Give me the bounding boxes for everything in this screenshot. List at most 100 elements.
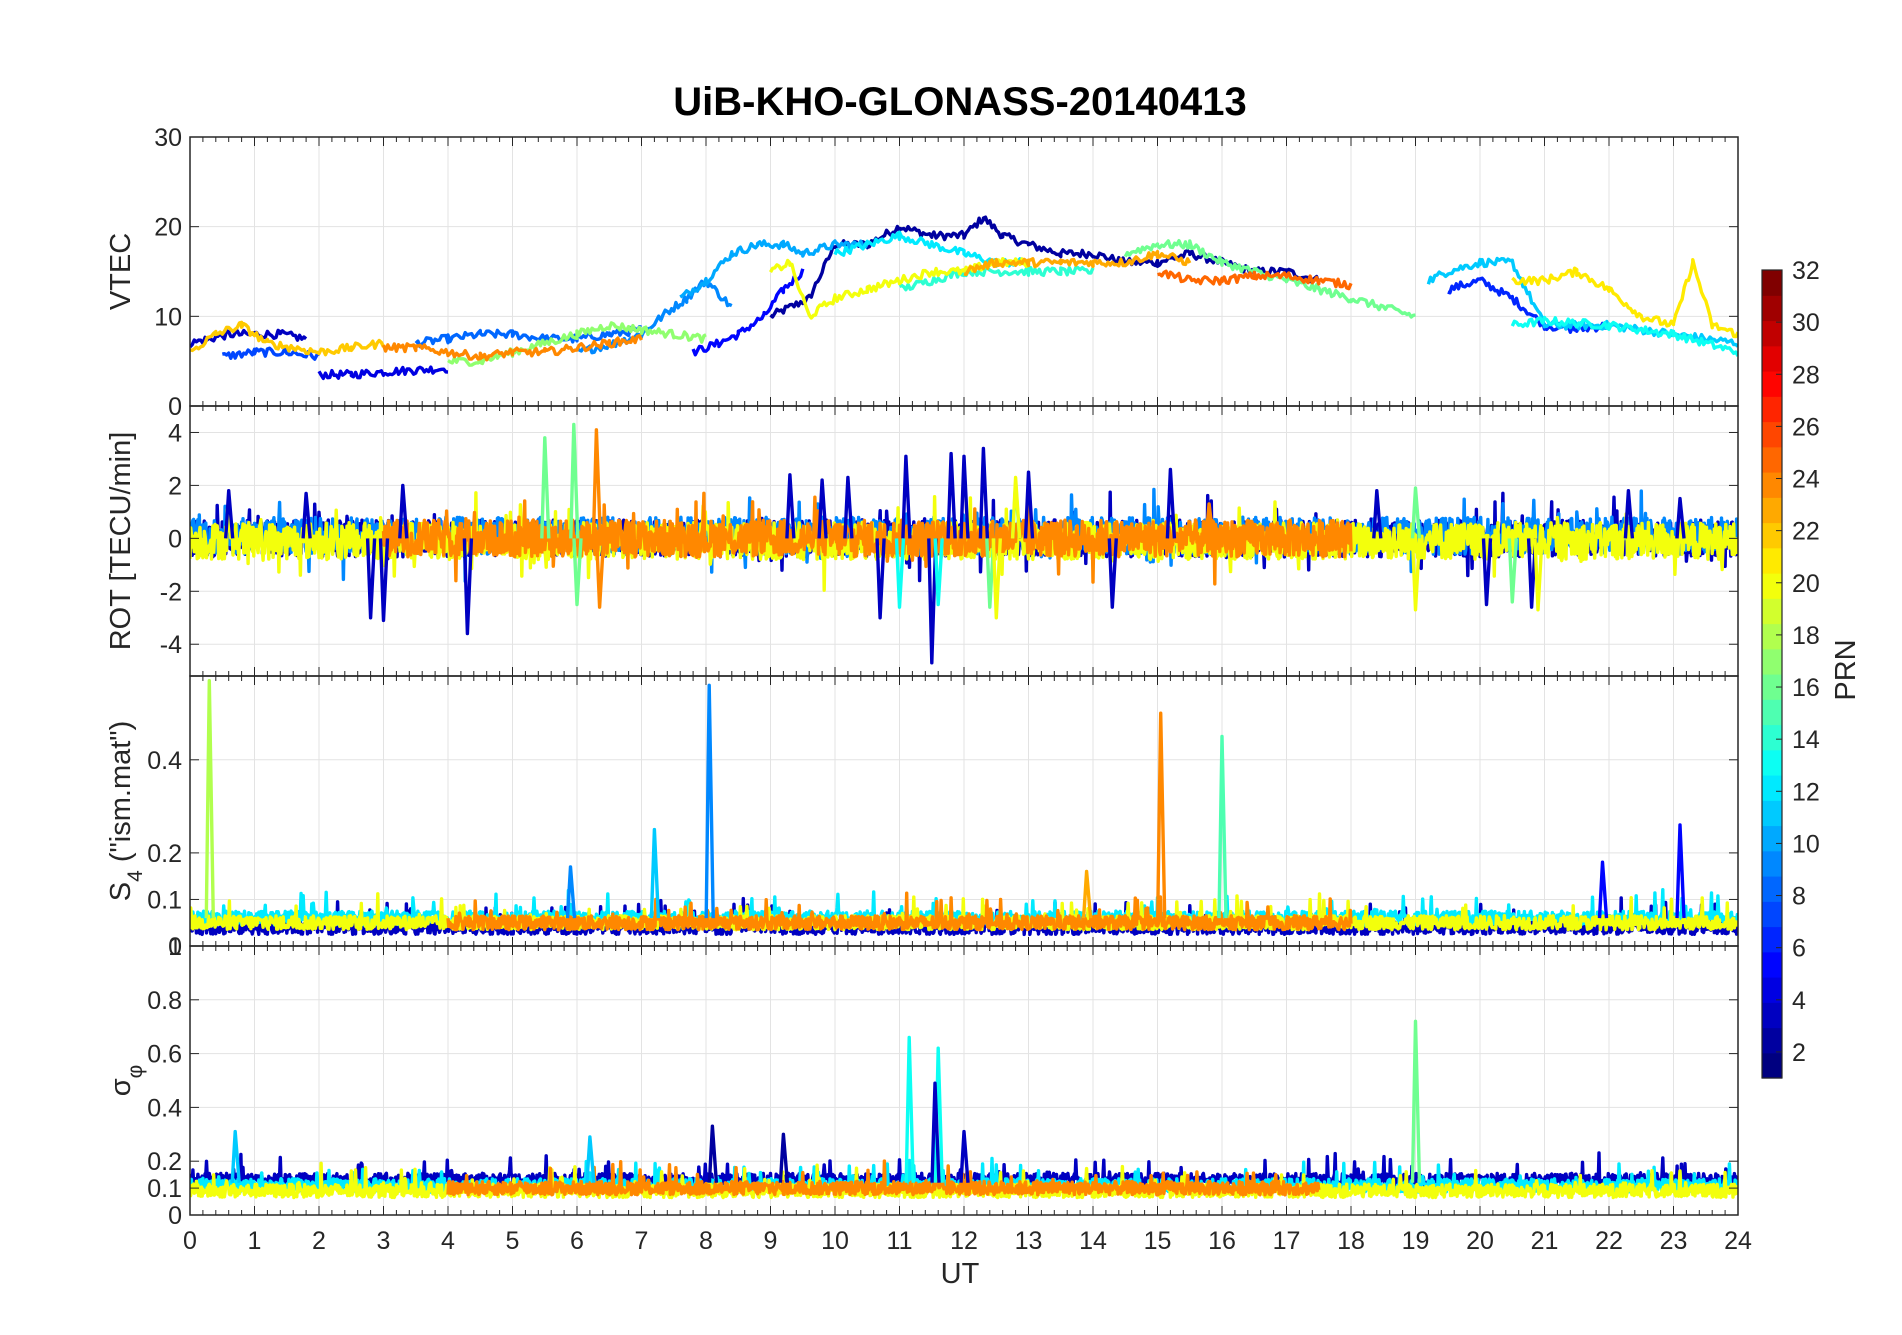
spike-prn-16 [540,436,551,539]
spike-prn-13 [933,538,944,607]
series-line-prn-7 [221,346,320,361]
colorbar-swatch-4 [1762,977,1782,1003]
y-tick-label: 0.4 [147,1094,182,1122]
colorbar-swatch-10 [1762,825,1782,852]
spike-prn-3 [1107,538,1118,609]
colorbar-swatch-21 [1762,547,1782,574]
colorbar-swatch-11 [1762,800,1782,827]
y-tick-label: 0.8 [147,987,182,1015]
spike-prn-3 [959,1129,970,1183]
x-tick-label: 2 [312,1227,326,1255]
spike-prn-3 [817,478,828,539]
colorbar-swatch-29 [1762,345,1782,372]
spike-prn-20 [991,538,1002,620]
plot-area-s4 [190,679,1738,937]
series-line-prn-13 [1510,315,1738,357]
plot-area-sigma_phi [190,1019,1738,1200]
series-line-prn-14 [898,265,1095,292]
series-line-prn-16 [1123,239,1416,319]
x-tick-label: 7 [635,1227,649,1255]
colorbar-swatch-3 [1762,1002,1782,1029]
spike-prn-16 [1507,538,1518,604]
y-tick-label: 0.1 [147,886,182,914]
y-tick-label: 0.4 [147,747,182,775]
colorbar-swatch-5 [1762,951,1782,978]
series-line-prn-24 [381,334,644,362]
y-label-rest: ("ism.mat") [105,721,137,870]
panel-rot: -4 -2 0 2 4 ROT [TECU/min] [105,405,1739,677]
colorbar-swatch-14 [1762,724,1782,751]
spike-prn-3 [224,489,235,539]
series-line-prn-24 [381,491,1353,586]
x-tick-label: 17 [1273,1227,1301,1255]
spike-prn-3 [875,538,886,620]
x-axis-label: UT [941,1258,980,1290]
colorbar-swatch-2 [1762,1027,1782,1054]
plot-area-rot [190,422,1738,665]
y-axis-label-vtec: VTEC [105,233,137,310]
x-tick-label: 1 [248,1227,262,1255]
colorbar-swatch-7 [1762,901,1782,928]
colorbar-tick-label: 6 [1792,935,1806,963]
colorbar-swatch-23 [1762,497,1782,524]
y-axis-label-s4: S4 ("ism.mat") [105,721,147,902]
colorbar-swatch-13 [1762,749,1782,776]
x-tick-label: 16 [1208,1227,1236,1255]
colorbar-tick-label: 4 [1792,987,1806,1015]
colorbar-tick-label: 12 [1792,778,1820,806]
colorbar-swatch-19 [1762,598,1782,625]
colorbar-tick-label: 10 [1792,830,1820,858]
y-tick-label: -2 [160,578,182,606]
x-tick-label: 9 [764,1227,778,1255]
spike-prn-3 [301,491,312,539]
spike-prn-5 [1597,860,1609,919]
spike-prn-3 [1165,467,1177,539]
y-tick-label: 0 [168,393,182,421]
colorbar-swatch-20 [1762,573,1782,599]
colorbar-tick-label: 16 [1792,674,1820,702]
series-line-prn-24 [446,891,1353,932]
spike-prn-3 [398,483,409,539]
spike-prn-3 [946,451,957,539]
spike-prn-16 [1410,1019,1422,1183]
colorbar-tick-label: 32 [1792,257,1820,285]
colorbar-swatch-6 [1762,926,1782,953]
colorbar-tick-label: 20 [1792,570,1820,598]
spike-prn-3 [978,446,990,539]
colorbar-swatch-1 [1762,1052,1782,1079]
plot-area-vtec [190,215,1738,381]
x-tick-label: 0 [183,1227,197,1255]
spike-prn-9 [704,683,715,919]
x-tick-label: 11 [887,1227,913,1255]
x-tick-label: 19 [1402,1227,1430,1255]
x-tick-label: 5 [506,1227,520,1255]
y-tick-label: 0.1 [147,1175,182,1203]
spike-prn-11 [230,1129,241,1183]
spike-prn-3 [1023,470,1035,539]
colorbar-label: PRN [1830,639,1862,700]
spike-prn-24 [1204,502,1215,539]
colorbar-swatch-30 [1762,320,1782,347]
series-line-prn-8 [414,325,642,349]
spike-prn-23 [1081,869,1093,919]
colorbar-swatch-12 [1762,775,1782,801]
y-tick-label: 0.2 [147,840,182,868]
colorbar-swatch-8 [1762,876,1782,902]
x-tick-label: 23 [1660,1227,1688,1255]
x-tick-label: 18 [1337,1227,1365,1255]
colorbar-swatch-31 [1762,295,1782,322]
series-line-prn-22 [190,320,386,357]
x-tick-label: 10 [821,1227,849,1255]
spike-prn-13 [894,538,906,609]
spike-prn-20 [1410,538,1422,612]
colorbar-swatch-28 [1762,371,1782,397]
spike-prn-2 [778,1132,790,1183]
y-tick-label: 30 [154,124,182,152]
series-line-prn-21 [1511,258,1738,339]
spike-prn-3 [365,538,377,620]
colorbar-tick-label: 22 [1792,518,1820,546]
colorbar-swatch-18 [1762,623,1782,650]
spike-prn-18 [204,679,215,919]
spike-prn-3 [1372,489,1383,539]
